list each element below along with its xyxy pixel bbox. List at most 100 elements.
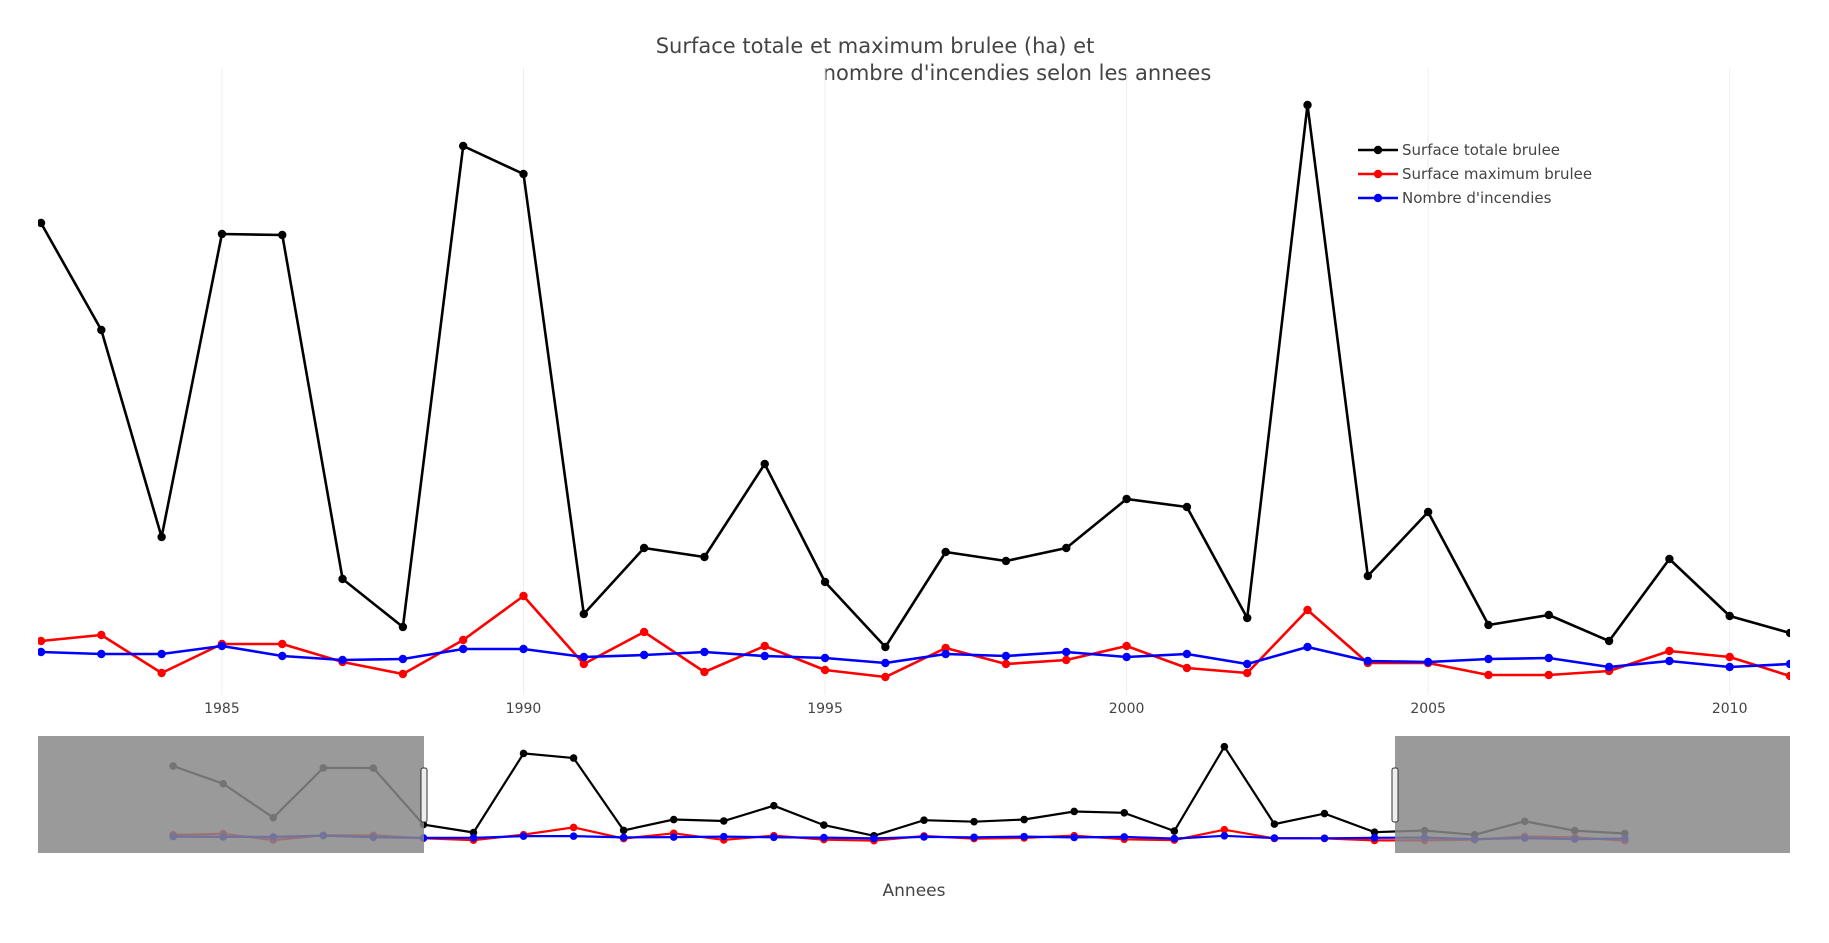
data-point-s2-2009[interactable]	[1665, 656, 1674, 666]
range-slider-left-mask[interactable]	[38, 736, 424, 853]
data-point-s1-1989[interactable]	[458, 635, 468, 645]
data-point-s1-1991[interactable]	[579, 659, 589, 669]
data-point-s0-1999[interactable]	[1062, 543, 1071, 553]
slider-data-point-s0-2000	[1070, 807, 1078, 816]
data-point-s2-1985[interactable]	[217, 641, 227, 651]
data-point-s2-2010[interactable]	[1725, 662, 1734, 672]
data-point-s0-1988[interactable]	[398, 622, 408, 632]
data-point-s0-2003[interactable]	[1303, 100, 1312, 110]
data-point-s2-1994[interactable]	[760, 651, 769, 661]
data-point-s0-1983[interactable]	[97, 325, 106, 335]
data-point-s0-1982[interactable]	[37, 218, 46, 228]
data-point-s1-2011[interactable]	[1785, 671, 1794, 681]
data-point-s1-1992[interactable]	[639, 627, 649, 637]
data-point-s1-1996[interactable]	[881, 672, 890, 682]
main-plot-area[interactable]	[37, 68, 1794, 695]
data-point-s2-1982[interactable]	[37, 647, 46, 657]
data-point-s2-1996[interactable]	[881, 658, 890, 668]
data-point-s0-2006[interactable]	[1484, 620, 1493, 630]
data-point-s1-1982[interactable]	[37, 636, 46, 646]
data-point-s2-2004[interactable]	[1363, 656, 1373, 666]
data-point-s1-1995[interactable]	[820, 665, 830, 675]
data-point-s2-1988[interactable]	[398, 654, 408, 664]
data-point-s2-1999[interactable]	[1062, 647, 1071, 657]
data-point-s1-2000[interactable]	[1122, 641, 1131, 651]
data-point-s2-1992[interactable]	[639, 650, 649, 660]
data-point-s0-1992[interactable]	[639, 543, 649, 553]
range-slider[interactable]	[38, 736, 1790, 853]
data-point-s1-1990[interactable]	[519, 591, 528, 601]
legend-item-1[interactable]: Surface maximum brulee	[1358, 165, 1592, 183]
data-point-s2-1991[interactable]	[579, 652, 589, 662]
data-point-s2-2001[interactable]	[1182, 649, 1192, 659]
data-point-s0-1985[interactable]	[217, 229, 227, 239]
range-slider-right-handle[interactable]	[1391, 767, 1399, 823]
data-point-s0-2002[interactable]	[1243, 613, 1252, 623]
data-point-s2-2006[interactable]	[1484, 654, 1493, 664]
data-point-s1-2003[interactable]	[1303, 605, 1312, 615]
data-point-s0-2000[interactable]	[1122, 494, 1131, 504]
data-point-s0-1994[interactable]	[760, 459, 769, 469]
data-point-s2-1984[interactable]	[157, 649, 166, 659]
data-point-s1-2002[interactable]	[1243, 668, 1252, 678]
range-slider-right-mask[interactable]	[1395, 736, 1790, 853]
data-point-s0-2009[interactable]	[1665, 554, 1674, 564]
data-point-s2-1997[interactable]	[941, 649, 950, 659]
data-point-s0-1993[interactable]	[700, 552, 709, 562]
data-point-s1-1986[interactable]	[278, 639, 287, 649]
data-point-s0-1990[interactable]	[519, 169, 528, 179]
data-point-s1-1999[interactable]	[1062, 655, 1071, 665]
data-point-s2-2003[interactable]	[1303, 642, 1312, 652]
data-point-s0-1995[interactable]	[820, 577, 830, 587]
legend-item-0[interactable]: Surface totale brulee	[1358, 141, 1560, 159]
data-point-s2-2005[interactable]	[1423, 657, 1433, 667]
data-point-s0-1987[interactable]	[338, 574, 347, 584]
data-point-s0-1984[interactable]	[157, 532, 166, 542]
data-point-s1-1993[interactable]	[700, 667, 709, 677]
data-point-s2-1989[interactable]	[458, 644, 468, 654]
slider-data-point-s0-1994	[770, 801, 778, 810]
data-point-s0-1986[interactable]	[278, 230, 287, 240]
data-point-s2-1990[interactable]	[519, 644, 528, 654]
data-point-s0-2010[interactable]	[1725, 611, 1734, 621]
data-point-s0-2008[interactable]	[1604, 636, 1614, 646]
data-point-s2-2002[interactable]	[1243, 659, 1252, 669]
data-point-s2-1986[interactable]	[278, 651, 287, 661]
data-point-s1-1994[interactable]	[760, 641, 769, 651]
data-point-s0-1997[interactable]	[941, 547, 950, 557]
data-point-s2-1993[interactable]	[700, 647, 709, 657]
range-slider-left-handle[interactable]	[420, 767, 428, 823]
data-point-s0-2005[interactable]	[1423, 507, 1433, 517]
data-point-s0-1996[interactable]	[881, 642, 890, 652]
data-point-s2-1987[interactable]	[338, 655, 347, 665]
data-point-s1-1988[interactable]	[398, 669, 408, 679]
data-point-s2-2007[interactable]	[1544, 653, 1553, 663]
data-point-s2-1995[interactable]	[820, 653, 830, 663]
data-point-s0-2007[interactable]	[1544, 610, 1553, 620]
x-tick-label-1990: 1990	[506, 701, 542, 717]
data-point-s0-1989[interactable]	[458, 141, 468, 151]
legend[interactable]: Surface totale brulee Surface maximum bru…	[1358, 141, 1592, 207]
data-point-s1-2006[interactable]	[1484, 670, 1493, 680]
data-point-s2-2011[interactable]	[1785, 659, 1794, 669]
data-point-s2-1998[interactable]	[1001, 651, 1011, 661]
data-point-s2-1983[interactable]	[97, 649, 106, 659]
data-point-s0-2004[interactable]	[1363, 571, 1373, 581]
data-point-s2-2008[interactable]	[1604, 662, 1614, 672]
traces	[37, 100, 1794, 682]
data-point-s2-2000[interactable]	[1122, 652, 1131, 662]
data-point-s1-2001[interactable]	[1182, 663, 1192, 673]
data-point-s0-1991[interactable]	[579, 609, 589, 619]
data-point-s0-2001[interactable]	[1182, 502, 1192, 512]
data-point-s1-1997[interactable]	[941, 643, 950, 653]
data-point-s0-2011[interactable]	[1785, 628, 1794, 638]
data-point-s1-1984[interactable]	[157, 668, 166, 678]
data-point-s1-2010[interactable]	[1725, 652, 1734, 662]
data-point-s1-2007[interactable]	[1544, 670, 1553, 680]
data-point-s1-2009[interactable]	[1665, 646, 1674, 656]
data-point-s1-1998[interactable]	[1001, 659, 1011, 669]
x-axis-title: Annees	[883, 881, 946, 901]
data-point-s0-1998[interactable]	[1001, 556, 1011, 566]
data-point-s1-1983[interactable]	[97, 630, 106, 640]
legend-item-2[interactable]: Nombre d'incendies	[1358, 189, 1552, 207]
